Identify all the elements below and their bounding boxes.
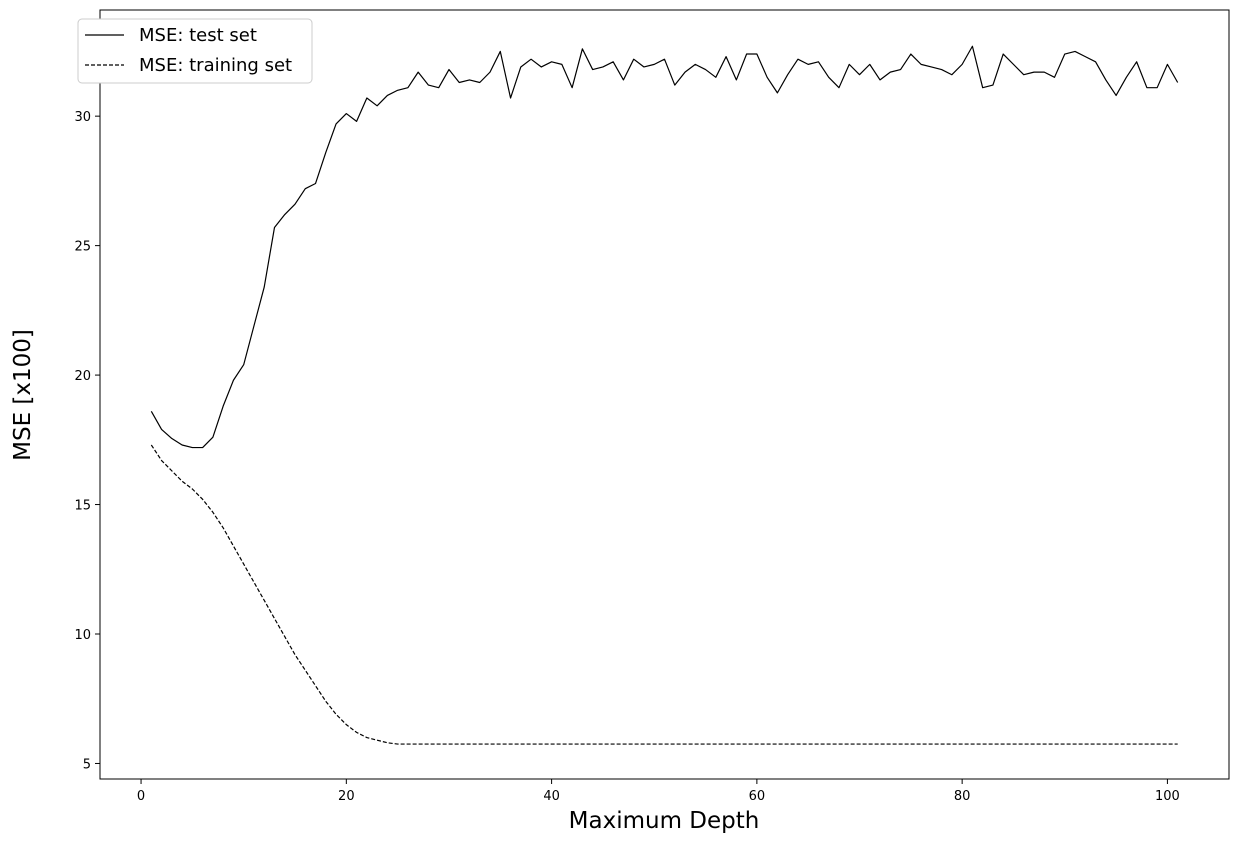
x-tick-label: 0 <box>137 789 145 804</box>
x-tick-label: 80 <box>954 789 971 804</box>
y-tick-label: 10 <box>74 628 91 643</box>
legend-label: MSE: test set <box>139 25 257 46</box>
y-tick-label: 30 <box>74 110 91 125</box>
y-tick-label: 20 <box>74 369 91 384</box>
y-axis-label: MSE [x100] <box>10 329 36 461</box>
x-tick-label: 60 <box>749 789 766 804</box>
legend: MSE: test set MSE: training set <box>77 18 313 84</box>
x-tick-label: 100 <box>1155 789 1180 804</box>
x-axis-label: Maximum Depth <box>569 808 760 834</box>
plot-frame <box>99 9 1230 780</box>
test-set-line <box>150 45 1179 449</box>
y-axis-ticks: 5 10 15 20 25 30 <box>74 110 100 772</box>
x-tick-label: 20 <box>338 789 355 804</box>
x-tick-label: 40 <box>543 789 560 804</box>
y-tick-label: 5 <box>83 757 91 772</box>
series-layer <box>150 45 1179 745</box>
training-set-line <box>150 444 1178 745</box>
legend-box <box>77 18 313 84</box>
y-tick-label: 25 <box>74 240 91 255</box>
y-tick-label: 15 <box>74 499 91 514</box>
x-axis-ticks: 0 20 40 60 80 100 <box>137 779 1180 804</box>
legend-label: MSE: training set <box>139 55 292 76</box>
